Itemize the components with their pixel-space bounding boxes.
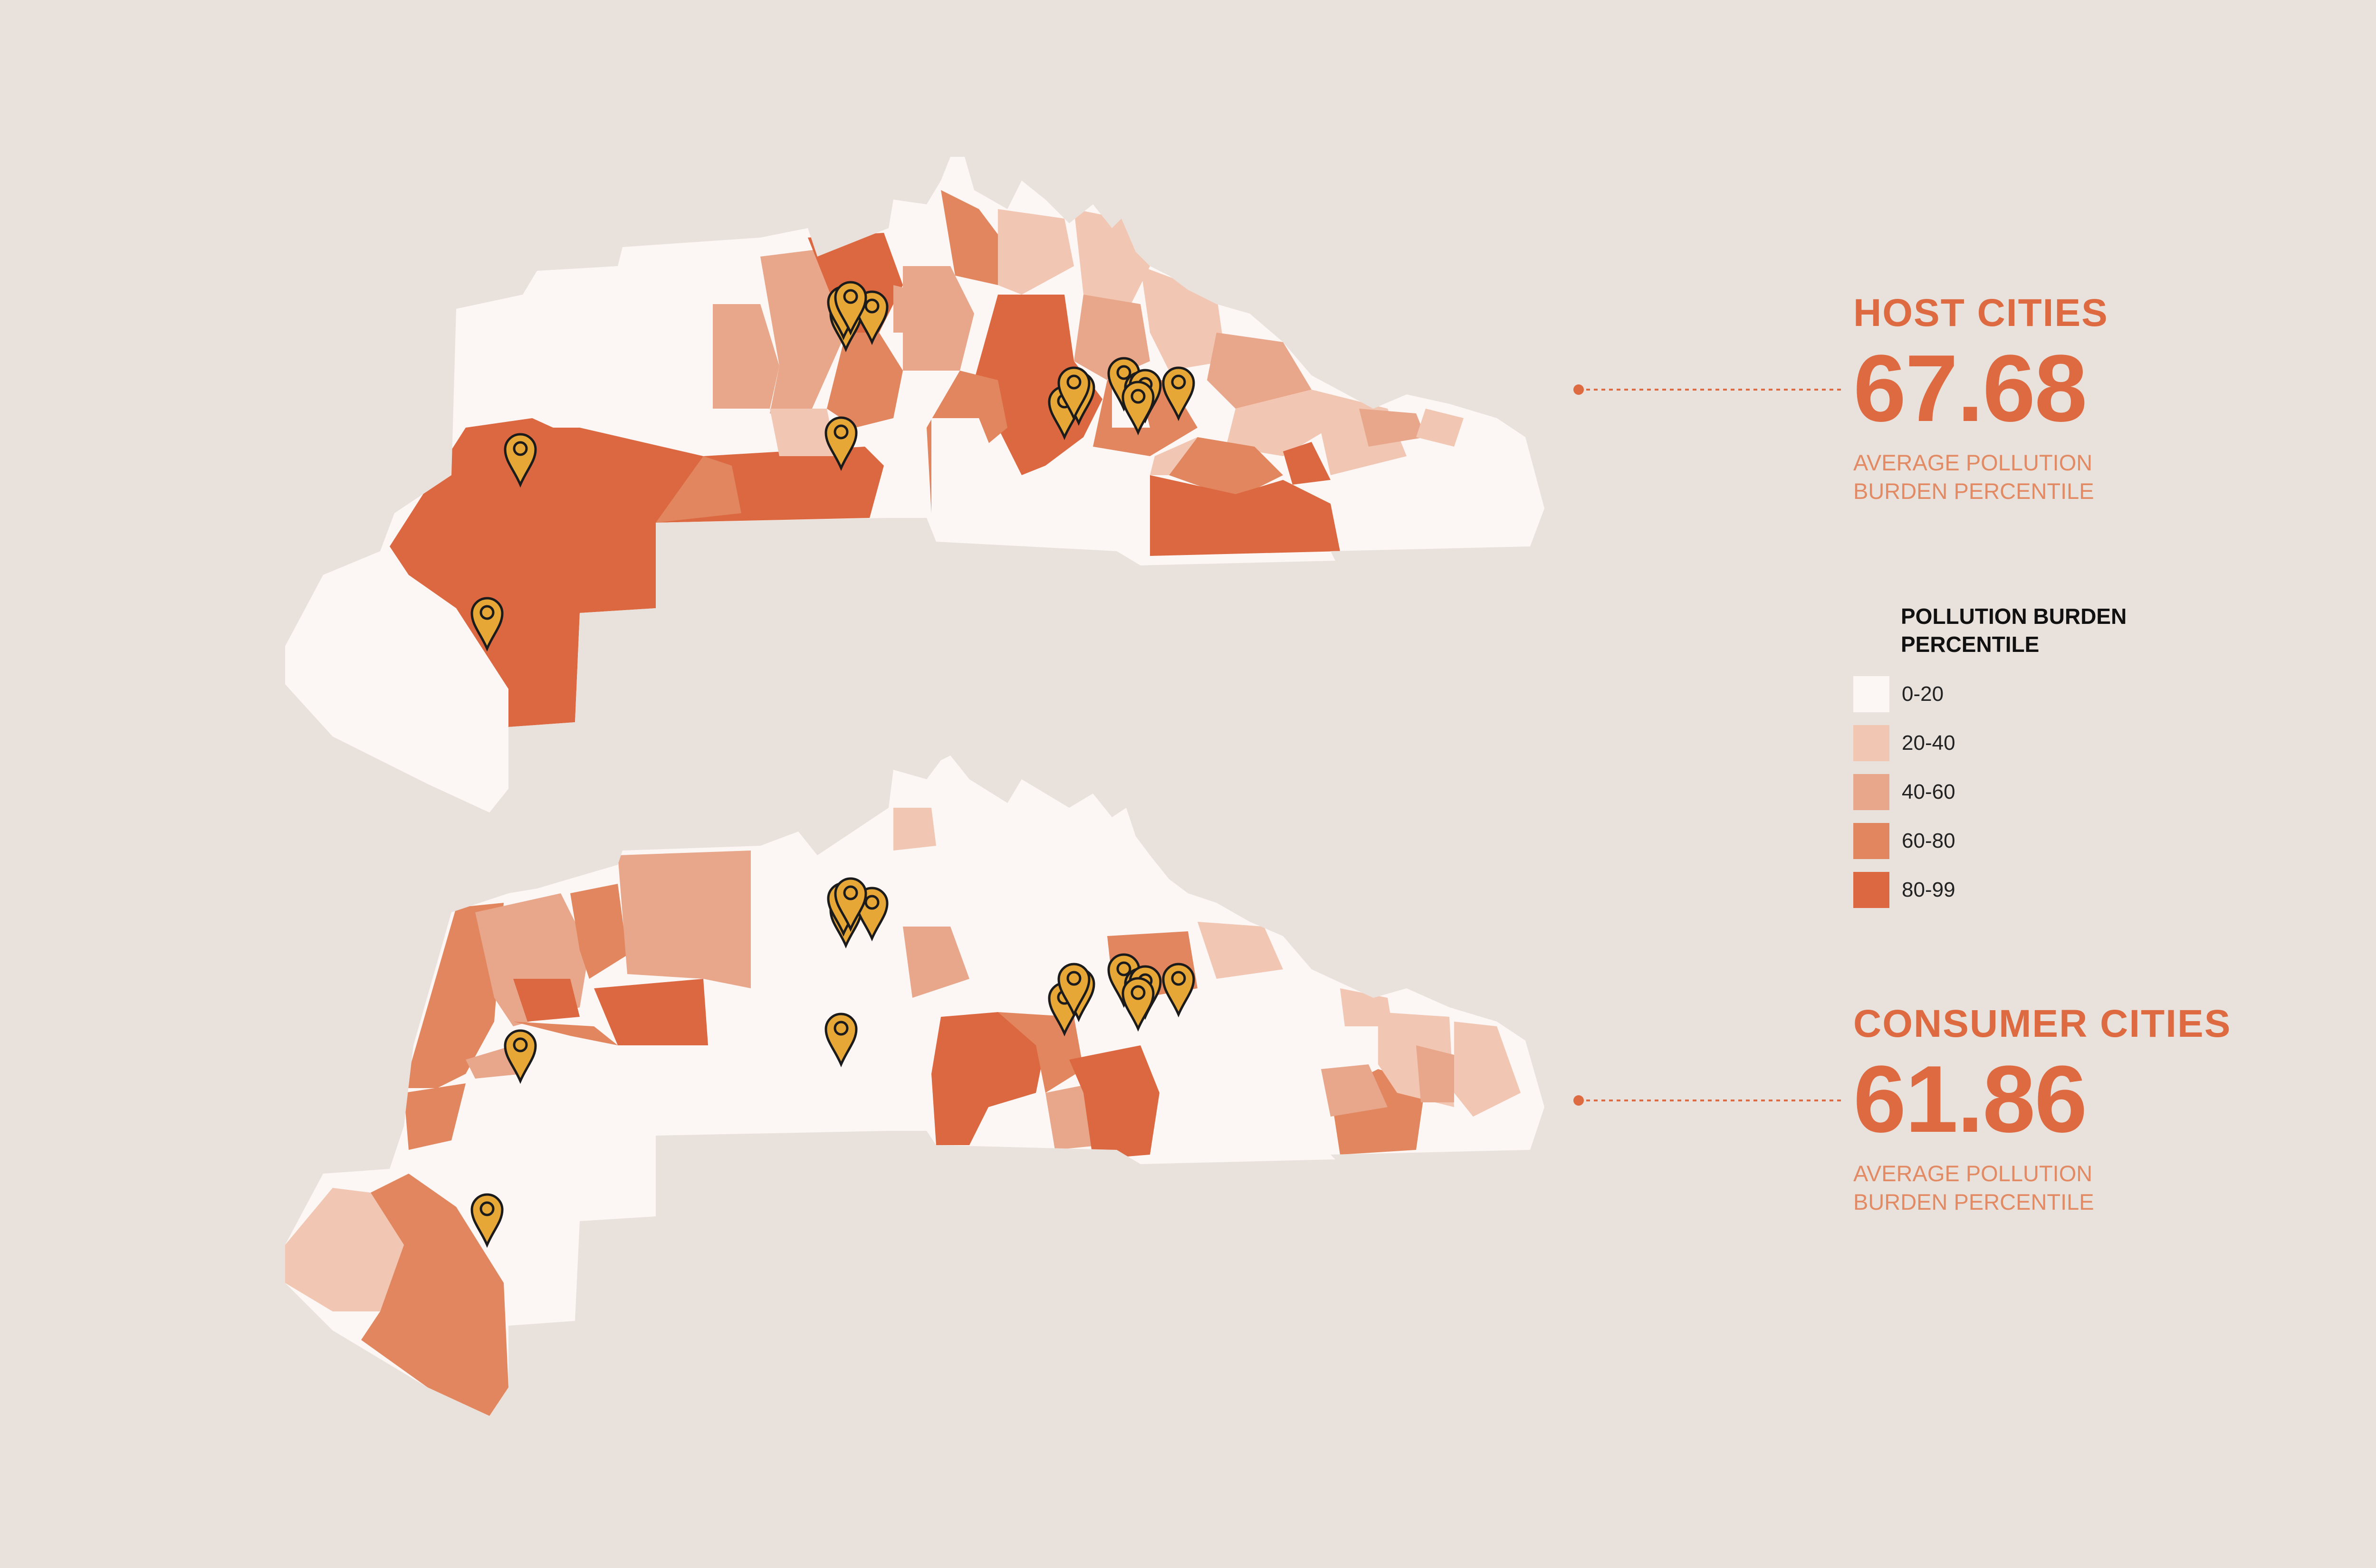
consumer-map-marker-icon[interactable] [824, 1013, 858, 1068]
legend-item: 0-20 [1853, 670, 2167, 719]
legend-swatch [1853, 676, 1889, 713]
consumer-map-tracts [285, 808, 1521, 1416]
consumer-cities-stat: CONSUMER CITIES 61.86 AVERAGE POLLUTION … [1853, 1004, 2231, 1216]
host-caption-line1: AVERAGE POLLUTION [1853, 450, 2093, 475]
consumer-caption-line2: BURDEN PERCENTILE [1853, 1189, 2094, 1214]
legend-item: 80-99 [1853, 866, 2167, 915]
host-map-markers [470, 281, 1195, 652]
consumer-cities-map [285, 755, 1544, 1416]
legend-swatch [1853, 872, 1889, 908]
legend-label: 20-40 [1902, 731, 1955, 755]
consumer-map-marker-icon[interactable] [504, 1029, 537, 1084]
host-cities-title: HOST CITIES [1853, 291, 2108, 335]
consumer-map-marker-icon[interactable] [1162, 963, 1195, 1018]
host-caption-line2: BURDEN PERCENTILE [1853, 478, 2094, 504]
consumer-cities-title: CONSUMER CITIES [1853, 1002, 2232, 1045]
legend-swatch [1853, 823, 1889, 860]
host-map-marker-icon[interactable] [1057, 366, 1091, 421]
host-cities-value: 67.68 [1853, 335, 2087, 441]
legend-title: POLLUTION BURDEN PERCENTILE [1901, 604, 2127, 657]
host-cities-caption: AVERAGE POLLUTION BURDEN PERCENTILE [1853, 449, 2108, 505]
host-map-marker-icon[interactable] [1162, 366, 1195, 421]
host-map-marker-icon[interactable] [504, 433, 537, 488]
consumer-map-marker-icon[interactable] [834, 877, 867, 932]
consumer-leader-line [1573, 1095, 1844, 1106]
legend-label: 40-60 [1902, 780, 1955, 804]
legend-item: 60-80 [1853, 817, 2167, 866]
host-cities-map [285, 157, 1544, 813]
legend-label: 80-99 [1902, 878, 1955, 902]
consumer-map-markers [470, 877, 1195, 1248]
consumer-map-marker-icon[interactable] [470, 1193, 504, 1248]
host-map-marker-icon[interactable] [470, 597, 504, 652]
legend-item: 40-60 [1853, 768, 2167, 817]
legend-item: 20-40 [1853, 719, 2167, 768]
legend-label: 0-20 [1902, 682, 1944, 706]
pollution-legend: POLLUTION BURDEN PERCENTILE 0-20 20-40 40-… [1853, 602, 2167, 915]
legend-items: 0-20 20-40 40-60 60-80 80-99 [1853, 670, 2167, 915]
host-cities-stat: HOST CITIES 67.68 AVERAGE POLLUTION BURD… [1853, 294, 2108, 505]
host-map-marker-icon[interactable] [824, 416, 858, 471]
host-map-base [285, 157, 1544, 813]
legend-label: 60-80 [1902, 829, 1955, 853]
consumer-map-marker-icon[interactable] [1057, 963, 1091, 1018]
consumer-caption-line1: AVERAGE POLLUTION [1853, 1161, 2093, 1186]
consumer-cities-caption: AVERAGE POLLUTION BURDEN PERCENTILE [1853, 1159, 2231, 1216]
legend-swatch [1853, 774, 1889, 811]
host-leader-line [1573, 384, 1844, 395]
legend-swatch [1853, 725, 1889, 762]
host-map-marker-icon[interactable] [834, 281, 867, 336]
host-map-marker-icon[interactable] [1121, 381, 1155, 436]
consumer-cities-value: 61.86 [1853, 1046, 2088, 1152]
consumer-map-marker-icon[interactable] [1121, 977, 1155, 1032]
